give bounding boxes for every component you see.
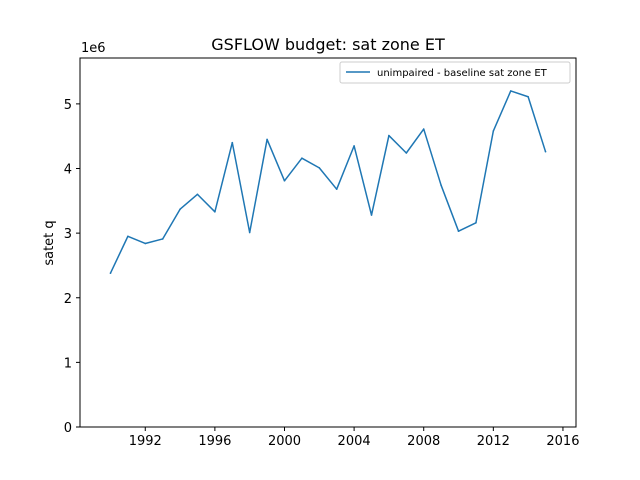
data-point <box>214 211 216 213</box>
data-point <box>388 134 390 137</box>
data-point <box>527 95 529 98</box>
data-point <box>318 167 321 169</box>
data-point <box>353 145 355 147</box>
plot-area: 1992 1996 2000 2004 2008 2012 2016 0 1 2 3 4 5 <box>64 90 579 449</box>
x-tick-label: 2004 <box>338 434 371 449</box>
chart-title: GSFLOW budget: sat zone ET <box>211 35 445 54</box>
data-point <box>127 235 129 238</box>
data-point <box>301 157 303 159</box>
data-point <box>457 230 460 232</box>
x-tick-label: 2016 <box>546 434 579 449</box>
y-scale-label: 1e6 <box>81 41 106 56</box>
data-point <box>161 238 164 240</box>
plot-frame <box>79 57 577 428</box>
y-tick-label: 1 <box>64 356 72 371</box>
data-point <box>283 179 286 182</box>
y-tick-label: 0 <box>64 421 72 436</box>
y-tick-label: 5 <box>64 98 72 113</box>
legend: unimpaired - baseline sat zone ET <box>339 61 571 84</box>
legend-box <box>339 61 571 84</box>
x-tick-label: 1996 <box>198 434 231 449</box>
y-tick-label: 3 <box>64 227 72 242</box>
y-tick-label: 4 <box>64 163 72 178</box>
data-point <box>335 188 338 190</box>
data-point <box>266 138 268 141</box>
data-point <box>440 184 442 187</box>
series-line <box>109 90 547 274</box>
data-point <box>509 90 512 92</box>
data-point <box>492 130 495 132</box>
y-tick-label: 2 <box>64 292 72 307</box>
data-point <box>544 150 547 153</box>
x-tick-label: 2008 <box>407 434 440 449</box>
data-point <box>109 272 112 274</box>
data-point <box>179 208 181 211</box>
data-point <box>405 152 408 154</box>
data-point <box>370 214 373 216</box>
y-axis-label: satet q <box>42 220 57 265</box>
data-point <box>475 221 477 224</box>
data-point <box>144 242 147 245</box>
data-point <box>422 128 425 130</box>
x-tick-label: 2012 <box>477 434 510 449</box>
data-point <box>248 231 251 234</box>
legend-entry: unimpaired - baseline sat zone ET <box>377 68 548 79</box>
x-tick-label: 1992 <box>129 434 162 449</box>
data-point <box>231 141 234 144</box>
x-tick-label: 2000 <box>268 434 301 449</box>
data-point <box>196 193 199 196</box>
